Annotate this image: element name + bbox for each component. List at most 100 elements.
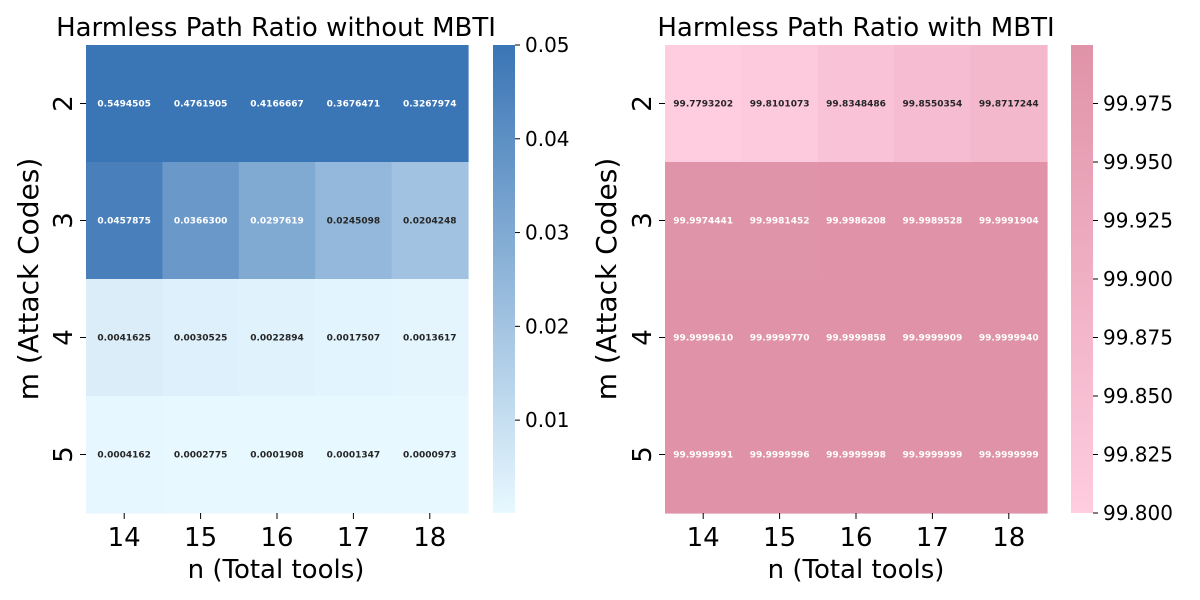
cell-value-label: 0.3676471 bbox=[327, 100, 381, 110]
cell-value-label: 0.4166667 bbox=[250, 100, 304, 110]
heatmap-cell bbox=[665, 45, 742, 163]
cell-value-label: 99.9999996 bbox=[750, 451, 810, 461]
cell-value-label: 99.9999991 bbox=[673, 451, 733, 461]
chart-title: Harmless Path Ratio with MBTI bbox=[657, 13, 1054, 43]
x-tick-labels: 14 15 16 17 18 bbox=[108, 513, 446, 553]
heatmap-cell bbox=[817, 45, 895, 163]
x-tick-labels: 14 15 16 17 18 bbox=[687, 513, 1025, 553]
heatmap-with-mbti: Harmless Path Ratio with MBTI n (Total t… bbox=[590, 13, 1173, 585]
heatmap-without-mbti: Harmless Path Ratio without MBTI n (Tota… bbox=[12, 13, 570, 585]
colorbar-ticks: 0.01 0.02 0.03 0.04 0.05 bbox=[515, 33, 570, 432]
heatmap-cell bbox=[238, 396, 316, 514]
y-tick-label: 4 bbox=[49, 329, 79, 346]
colorbar-tick-label: 0.04 bbox=[525, 127, 570, 151]
heatmap-cell bbox=[741, 45, 819, 163]
y-tick-label: 4 bbox=[628, 329, 658, 346]
x-tick-label: 17 bbox=[916, 523, 949, 553]
heatmap-cell bbox=[970, 396, 1048, 514]
heatmap-cell bbox=[315, 396, 393, 514]
x-axis-label: n (Total tools) bbox=[768, 555, 945, 585]
x-tick-label: 15 bbox=[763, 523, 796, 553]
heatmap-cell bbox=[238, 162, 316, 280]
heatmap-cell bbox=[391, 279, 469, 397]
cell-value-label: 99.9991904 bbox=[979, 217, 1039, 227]
heatmap-cell bbox=[391, 162, 469, 280]
heatmap-cell bbox=[817, 279, 895, 397]
cell-value-label: 0.0013617 bbox=[403, 334, 457, 344]
y-tick-label: 5 bbox=[49, 446, 79, 463]
cell-value-label: 99.9986208 bbox=[826, 217, 886, 227]
chart-title: Harmless Path Ratio without MBTI bbox=[56, 13, 496, 43]
heatmap-cell bbox=[741, 279, 819, 397]
heatmap-cell bbox=[315, 45, 393, 163]
heatmap-cell bbox=[894, 396, 972, 514]
heatmap-cell bbox=[894, 162, 972, 280]
y-tick-label: 5 bbox=[628, 446, 658, 463]
heatmap-cell bbox=[970, 279, 1048, 397]
cell-value-label: 99.8348486 bbox=[826, 100, 886, 110]
heatmap-cells: 0.5494505 0.4761905 0.4166667 0.3676471 0.32… bbox=[86, 45, 469, 514]
cell-value-label: 0.0001347 bbox=[327, 451, 381, 461]
x-tick-label: 16 bbox=[260, 523, 293, 553]
heatmap-cell bbox=[238, 45, 316, 163]
colorbar-tick-label: 0.03 bbox=[525, 221, 570, 245]
heatmap-cell bbox=[162, 162, 240, 280]
cell-value-label: 0.0001908 bbox=[250, 451, 304, 461]
cell-value-label: 99.9999610 bbox=[673, 334, 733, 344]
cell-value-label: 0.0022894 bbox=[250, 334, 304, 344]
colorbar-tick-label: 99.800 bbox=[1103, 501, 1173, 525]
x-tick-label: 17 bbox=[337, 523, 370, 553]
heatmap-cell bbox=[970, 162, 1048, 280]
cell-value-label: 0.0004162 bbox=[97, 451, 151, 461]
heatmap-cell bbox=[86, 162, 163, 280]
colorbar-tick-label: 99.900 bbox=[1103, 267, 1173, 291]
cell-value-label: 99.9999998 bbox=[826, 451, 886, 461]
heatmap-cell bbox=[162, 396, 240, 514]
colorbar-ticks: 99.800 99.825 99.850 99.875 99.900 99.925 99.9… bbox=[1093, 91, 1173, 525]
cell-value-label: 99.9999858 bbox=[826, 334, 886, 344]
heatmap-cell bbox=[817, 162, 895, 280]
cell-value-label: 99.9974441 bbox=[673, 217, 733, 227]
heatmap-cell bbox=[894, 279, 972, 397]
x-tick-label: 18 bbox=[992, 523, 1025, 553]
heatmap-cell bbox=[86, 279, 163, 397]
heatmap-cell bbox=[162, 45, 240, 163]
heatmap-cell bbox=[86, 396, 163, 514]
cell-value-label: 99.9999909 bbox=[903, 334, 963, 344]
x-tick-label: 18 bbox=[413, 523, 446, 553]
cell-value-label: 99.7793202 bbox=[673, 100, 733, 110]
colorbar-tick-label: 99.925 bbox=[1103, 208, 1173, 232]
y-tick-label: 3 bbox=[628, 212, 658, 229]
heatmap-cell bbox=[391, 45, 469, 163]
cell-value-label: 99.8550354 bbox=[903, 100, 963, 110]
cell-value-label: 0.0017507 bbox=[327, 334, 381, 344]
cell-value-label: 99.9989528 bbox=[903, 217, 963, 227]
cell-value-label: 0.0297619 bbox=[250, 217, 304, 227]
cell-value-label: 99.8717244 bbox=[979, 100, 1039, 110]
heatmap-cell bbox=[665, 279, 742, 397]
colorbar bbox=[1071, 45, 1093, 513]
cell-value-label: 0.0002775 bbox=[174, 451, 228, 461]
cell-value-label: 99.8101073 bbox=[750, 100, 810, 110]
heatmap-cell bbox=[894, 45, 972, 163]
y-tick-label: 3 bbox=[49, 212, 79, 229]
x-tick-label: 16 bbox=[839, 523, 872, 553]
cell-value-label: 99.9999999 bbox=[903, 451, 963, 461]
heatmap-cell bbox=[86, 45, 163, 163]
colorbar-tick-label: 0.02 bbox=[525, 314, 570, 338]
x-tick-label: 14 bbox=[108, 523, 141, 553]
cell-value-label: 0.0245098 bbox=[327, 217, 381, 227]
colorbar-tick-label: 99.975 bbox=[1103, 91, 1173, 115]
cell-value-label: 99.9981452 bbox=[750, 217, 810, 227]
heatmap-cell bbox=[315, 279, 393, 397]
cell-value-label: 99.9999999 bbox=[979, 451, 1039, 461]
cell-value-label: 99.9999940 bbox=[979, 334, 1039, 344]
cell-value-label: 0.4761905 bbox=[174, 100, 228, 110]
heatmap-cell bbox=[665, 396, 742, 514]
cell-value-label: 0.3267974 bbox=[403, 100, 457, 110]
heatmap-cell bbox=[315, 162, 393, 280]
y-axis-label: m (Attack Codes) bbox=[12, 158, 45, 401]
y-tick-labels: 2 3 4 5 bbox=[49, 95, 86, 463]
cell-value-label: 0.0041625 bbox=[97, 334, 151, 344]
